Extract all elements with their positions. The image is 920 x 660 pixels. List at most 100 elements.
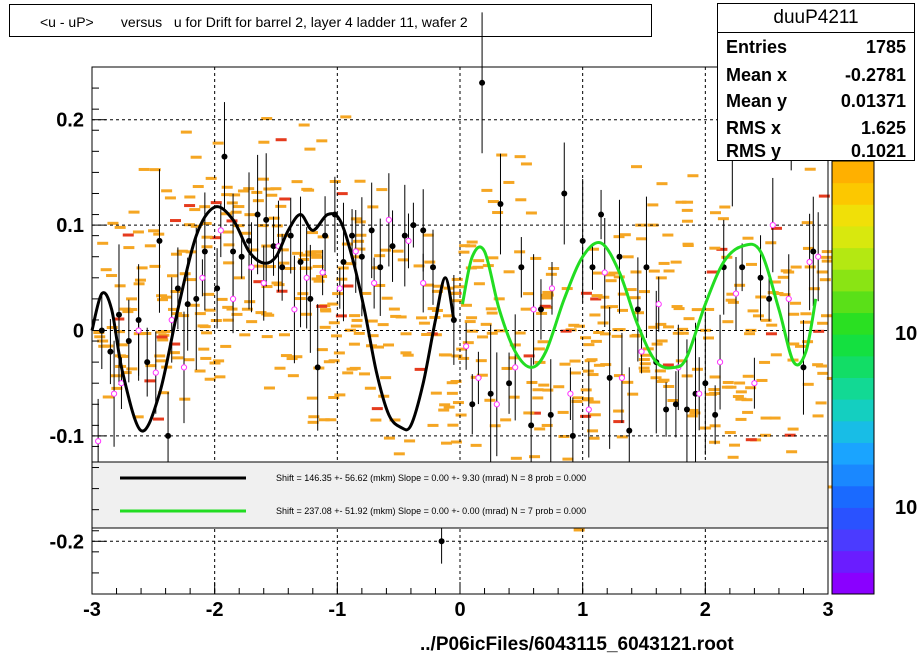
data-point-filled	[598, 211, 605, 218]
histogram-cell	[132, 230, 144, 234]
histogram-cell	[705, 392, 717, 396]
histogram-cell	[204, 308, 216, 312]
y-tick-label: -0.1	[50, 426, 84, 448]
histogram-cell	[271, 224, 283, 228]
histogram-cell	[244, 213, 256, 217]
histogram-cell	[722, 380, 734, 384]
data-point-filled	[377, 264, 384, 271]
histogram-cell	[663, 269, 675, 273]
histogram-cell	[760, 318, 772, 322]
color-scale-segment	[832, 377, 874, 400]
histogram-cell	[275, 138, 287, 142]
histogram-cell	[548, 267, 560, 271]
histogram-cell	[239, 333, 251, 337]
histogram-cell	[770, 226, 782, 230]
histogram-cell	[446, 391, 458, 395]
histogram-cell	[489, 424, 501, 428]
histogram-cell	[745, 386, 757, 390]
data-point-filled	[340, 258, 347, 265]
color-scale-segment	[832, 420, 874, 443]
data-point-filled	[497, 201, 504, 208]
histogram-cell	[97, 241, 109, 245]
data-point-filled	[438, 538, 445, 545]
histogram-cell	[397, 258, 409, 262]
histogram-cell	[526, 380, 538, 384]
histogram-cell	[631, 165, 643, 169]
data-point-open	[152, 369, 159, 376]
histogram-cell	[203, 292, 215, 296]
histogram-cell	[180, 130, 192, 134]
histogram-cell	[795, 344, 807, 348]
histogram-cell	[663, 384, 675, 388]
histogram-cell	[613, 420, 625, 424]
histogram-cell	[126, 307, 138, 311]
color-scale-segment	[832, 399, 874, 422]
data-point-filled	[672, 401, 679, 408]
histogram-cell	[316, 348, 328, 352]
histogram-cell	[691, 308, 703, 312]
histogram-cell	[804, 265, 816, 269]
histogram-cell	[638, 358, 650, 362]
histogram-cell	[573, 324, 585, 328]
histogram-cell	[534, 427, 546, 431]
histogram-cell	[261, 312, 273, 316]
stats-label: RMS y	[726, 141, 782, 161]
histogram-cell	[593, 331, 605, 335]
data-point-open	[475, 374, 482, 382]
data-point-open	[751, 380, 758, 387]
histogram-cell	[662, 233, 674, 237]
histogram-cell	[629, 334, 641, 338]
histogram-cell	[331, 334, 343, 338]
histogram-cell	[316, 275, 328, 279]
x-tick-label: 2	[700, 599, 711, 621]
histogram-cell	[388, 307, 400, 311]
data-point-filled	[368, 227, 375, 234]
histogram-cell	[742, 410, 754, 414]
histogram-cell	[199, 325, 211, 329]
histogram-cell	[493, 297, 505, 301]
histogram-cell	[727, 300, 739, 304]
histogram-cell	[742, 374, 754, 378]
data-point-filled	[739, 264, 746, 271]
histogram-cell	[464, 320, 476, 324]
y-tick-label: 0.1	[56, 215, 84, 237]
histogram-cell	[787, 427, 799, 431]
histogram-cell	[458, 250, 470, 254]
histogram-cell	[188, 303, 200, 307]
histogram-cell	[169, 342, 181, 346]
histogram-cell	[451, 354, 463, 358]
histogram-cell	[706, 270, 718, 274]
data-point-filled	[358, 253, 365, 260]
histogram-cell	[265, 265, 277, 269]
data-point-filled	[389, 243, 396, 250]
histogram-cell	[319, 325, 331, 329]
data-point-filled	[569, 432, 576, 439]
data-point-filled	[469, 401, 476, 408]
histogram-cell	[466, 329, 478, 333]
histogram-cell	[681, 219, 693, 223]
histogram-cell	[212, 141, 224, 145]
histogram-cell	[132, 415, 144, 419]
histogram-cell	[734, 283, 746, 287]
data-point-open	[199, 274, 206, 281]
histogram-cell	[261, 335, 273, 339]
histogram-cell	[424, 260, 436, 264]
histogram-cell	[306, 231, 318, 235]
chart-title-box: <u - uP> versus u for Drift for barrel 2…	[9, 4, 652, 37]
histogram-cell	[253, 280, 265, 284]
data-point-open	[655, 301, 662, 308]
histogram-cell	[788, 342, 800, 346]
fit-curve	[90, 205, 456, 433]
data-point-filled	[663, 406, 670, 413]
histogram-cell	[354, 247, 366, 251]
histogram-cell	[176, 249, 188, 253]
histogram-cell	[308, 415, 320, 419]
histogram-cell	[766, 323, 778, 327]
histogram-cell	[724, 431, 736, 435]
histogram-cell	[538, 383, 550, 387]
histogram-cell	[655, 322, 667, 326]
histogram-cell	[636, 237, 648, 241]
histogram-cell	[154, 354, 166, 358]
histogram-cell	[520, 162, 532, 166]
histogram-cell	[299, 266, 311, 270]
